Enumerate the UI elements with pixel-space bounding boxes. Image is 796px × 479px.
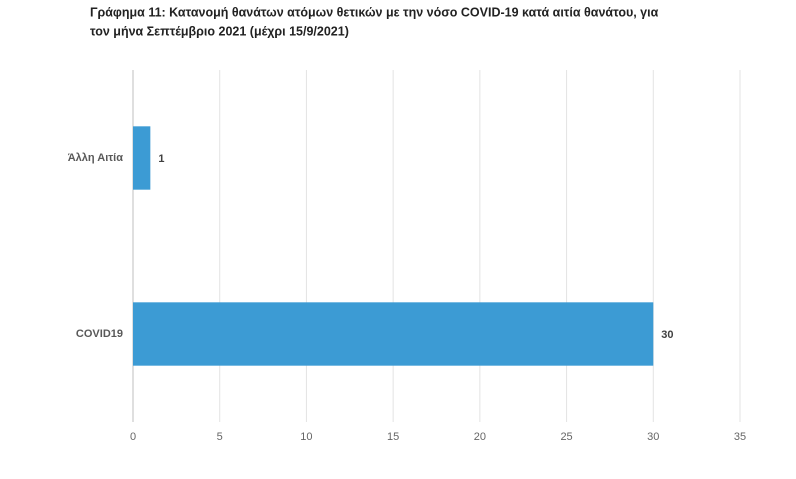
x-tick-label: 25 [560, 431, 572, 443]
x-tick-label: 0 [130, 431, 136, 443]
y-tick-label: Άλλη Αιτία [68, 152, 124, 164]
x-tick-label: 10 [300, 431, 312, 443]
data-label: 1 [158, 153, 164, 165]
chart-title: Γράφημα 11: Κατανομή θανάτων ατόμων θετι… [90, 5, 659, 19]
x-tick-label: 5 [217, 431, 223, 443]
x-tick-label: 15 [387, 431, 399, 443]
chart-title: τον μήνα Σεπτέμβριο 2021 (μέχρι 15/9/202… [90, 24, 349, 38]
y-tick-label: COVID19 [76, 328, 123, 340]
bar [133, 126, 151, 190]
x-tick-label: 30 [647, 431, 659, 443]
x-tick-label: 35 [734, 431, 746, 443]
bar [133, 302, 654, 366]
x-tick-label: 20 [474, 431, 486, 443]
data-label: 30 [661, 329, 673, 341]
